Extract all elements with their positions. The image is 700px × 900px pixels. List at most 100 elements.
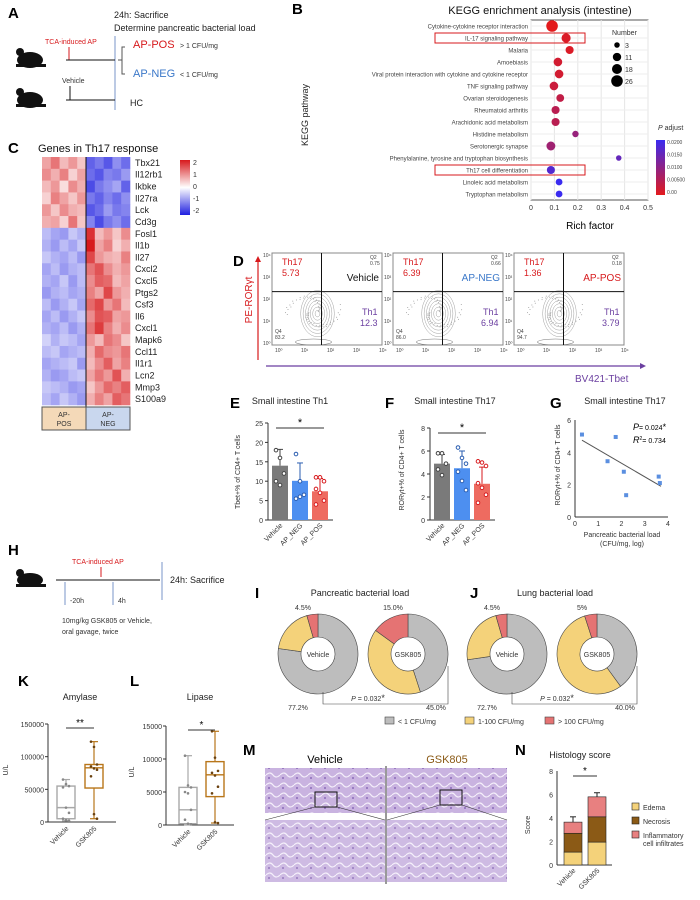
event-dot — [413, 300, 415, 302]
data-point — [64, 806, 68, 809]
gsk805-zoom-box — [439, 789, 463, 806]
heatmap-cell — [59, 157, 69, 170]
contour — [302, 293, 333, 334]
group-label: Vehicle — [347, 273, 380, 284]
panel-h-protocol: TCA-induced AP -20h 4h 24h: Sacrifice 10… — [16, 559, 225, 636]
heatmap-cell — [103, 251, 113, 264]
heatmap-cell — [68, 239, 78, 252]
event-dot — [531, 304, 533, 306]
heatmap-cell — [94, 239, 104, 252]
vehicle-zoom-image — [265, 820, 385, 882]
colorbar-tick: 0 — [193, 184, 197, 191]
heatmap-cell — [103, 298, 113, 311]
m-gsk805-label: GSK805 — [426, 754, 468, 766]
event-dot — [295, 299, 297, 301]
th1-label: Th1 — [362, 307, 378, 317]
heatmap-cell — [59, 298, 69, 311]
data-point — [183, 790, 187, 794]
event-dot — [306, 313, 308, 315]
x-arrowhead — [640, 363, 646, 369]
x-tick: 10³ — [353, 348, 361, 354]
n-title: Histology score — [549, 750, 611, 760]
size-legend-dot — [611, 63, 623, 75]
kegg-dot — [546, 141, 556, 151]
x-tick-label: Vehicle — [556, 867, 577, 888]
q4-label: Q4 — [517, 329, 524, 335]
panel-d-flow: PE-RORγt BV421-Tbet Th175.73Q20.75Vehicl… — [244, 252, 646, 385]
gene-label: Mapk6 — [135, 335, 162, 345]
p-bracket — [322, 666, 449, 705]
y-tick-label: 2 — [567, 483, 571, 490]
data-point — [273, 447, 279, 453]
tca-label: TCA-induced AP — [45, 39, 97, 46]
y-tick-label: 2 — [421, 495, 425, 502]
x-tick: 10⁴ — [621, 348, 629, 354]
heatmap-cell — [50, 286, 60, 300]
event-dot — [579, 318, 581, 320]
event-dot — [564, 325, 566, 327]
event-dot — [560, 300, 562, 302]
gene-label: Il27 — [135, 252, 150, 262]
legend-swatch — [384, 716, 395, 725]
event-dot — [549, 316, 551, 318]
panel-label-h: H — [8, 542, 19, 559]
significance-star: * — [298, 417, 303, 429]
heatmap-cell — [77, 204, 87, 217]
heatmap-cell — [121, 263, 131, 276]
data-point — [89, 740, 93, 743]
kegg-x-label: Rich factor — [566, 221, 614, 232]
event-dot — [303, 297, 305, 299]
heatmap-cell — [77, 345, 87, 359]
h-treatment-2: oral gavage, twice — [62, 629, 119, 636]
data-point — [459, 478, 465, 484]
data-point — [321, 498, 327, 503]
q4-label: Q4 — [396, 329, 403, 335]
heatmap-cell — [121, 298, 131, 311]
panel-label-m: M — [243, 742, 256, 759]
gene-label: Il6 — [135, 311, 145, 321]
heatmap-cell — [121, 180, 131, 193]
y-tick-label: 0 — [567, 515, 571, 522]
event-dot — [306, 319, 308, 321]
kegg-pathway-label: Linoleic acid metabolism — [463, 181, 528, 187]
legend-swatch — [544, 716, 555, 725]
g-title: Small intestine Th17 — [584, 396, 665, 406]
data-point — [89, 774, 93, 778]
event-dot — [527, 312, 529, 314]
y-tick: 10⁰ — [384, 341, 392, 347]
heatmap-cell — [103, 357, 113, 370]
event-dot — [287, 309, 289, 311]
heatmap-cell — [112, 275, 122, 288]
mouse-icon — [16, 569, 46, 587]
kegg-x-tick: 0.1 — [550, 205, 560, 212]
data-point — [92, 745, 96, 749]
data-point — [189, 823, 193, 826]
y-tick: 10³ — [505, 275, 513, 281]
m-vehicle-label: Vehicle — [307, 754, 342, 766]
donut-slice — [584, 613, 598, 639]
kegg-pathway-label: TNF signaling pathway — [467, 85, 528, 91]
gene-label: Mmp3 — [135, 382, 160, 392]
heatmap-cell — [59, 334, 69, 347]
heatmap-cell — [77, 251, 87, 264]
colorbar-tick: 0.0150 — [667, 153, 683, 159]
heatmap-cell — [59, 192, 69, 205]
event-dot — [529, 309, 531, 311]
event-dot — [310, 322, 312, 324]
heatmap-cell — [42, 204, 52, 217]
data-point — [210, 771, 214, 775]
donut-slice — [367, 630, 421, 695]
y-tick-label: 0 — [40, 820, 44, 827]
contour — [547, 296, 572, 331]
event-dot — [310, 296, 312, 298]
heatmap-cell — [103, 345, 113, 359]
heatmap-cell — [50, 180, 60, 193]
data-point — [656, 474, 661, 479]
gene-label: Cxcl2 — [135, 264, 158, 274]
gene-label: Ptgs2 — [135, 288, 158, 298]
data-point — [301, 492, 307, 498]
donut-slice — [467, 613, 548, 695]
heatmap-cell — [121, 275, 131, 288]
heatmap-cell — [42, 357, 52, 370]
heatmap-cell — [50, 334, 60, 347]
